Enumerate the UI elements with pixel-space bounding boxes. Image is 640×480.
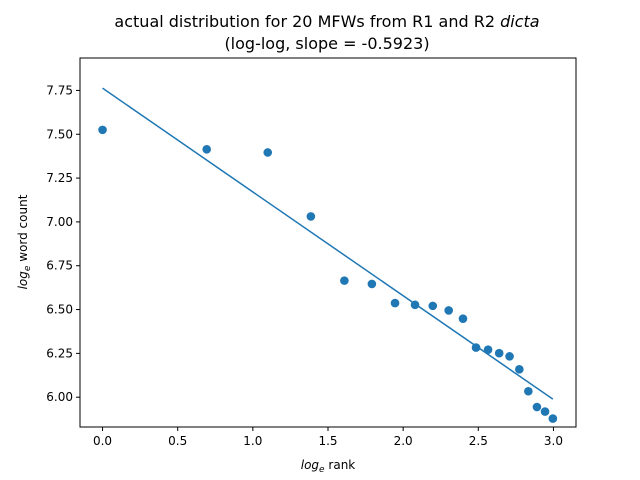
y-tick-label: 7.75 (46, 83, 73, 97)
data-point-17 (524, 386, 533, 396)
data-point-1 (98, 125, 107, 135)
data-point-9 (428, 301, 438, 311)
y-tick-label: 7.25 (46, 171, 73, 185)
plot-frame (79, 57, 577, 428)
chart-title-line1: actual distribution for 20 MFWs from R1 … (114, 12, 539, 31)
x-tick-label: 0.5 (168, 434, 187, 448)
y-axis-label-sub: e (23, 265, 33, 271)
data-point-16 (515, 365, 524, 374)
y-tick-label: 6.75 (46, 259, 73, 273)
y-axis-ticks: 6.00 6.25 6.50 6.75 7.00 7.25 7.50 7.75 (46, 83, 80, 404)
data-point-10 (444, 306, 453, 315)
chart-title-italic: dicta (500, 12, 539, 31)
y-axis-label-base: log (16, 271, 30, 290)
x-tick-label: 2.0 (394, 434, 413, 448)
x-tick-label: 3.0 (544, 434, 563, 448)
y-tick-label: 6.25 (46, 346, 73, 360)
data-point-6 (367, 279, 377, 289)
data-point-13 (483, 345, 493, 354)
x-axis-label-rest: rank (325, 458, 356, 472)
x-axis-label-base: log (301, 458, 320, 472)
data-point-5 (340, 276, 349, 285)
x-tick-label: 0.0 (93, 434, 112, 448)
data-point-18 (532, 402, 542, 412)
y-axis-label: loge word count (16, 194, 33, 289)
data-point-12 (471, 343, 481, 352)
y-tick-label: 6.50 (46, 303, 73, 317)
data-point-20 (548, 414, 558, 423)
chart-title-main: actual distribution for 20 MFWs from R1 … (114, 12, 500, 31)
data-point-2 (202, 145, 212, 154)
y-tick-label: 6.00 (46, 390, 73, 404)
y-axis-label-rest: word count (16, 194, 30, 265)
data-point-15 (505, 352, 514, 361)
x-tick-label: 1.5 (318, 434, 337, 448)
chart-marks (98, 87, 558, 423)
y-tick-label: 7.50 (46, 127, 73, 141)
data-point-14 (494, 348, 504, 358)
data-point-19 (540, 407, 550, 416)
chart-title-line2: (log-log, slope = -0.5923) (224, 34, 429, 53)
data-point-7 (390, 298, 400, 308)
x-tick-label: 1.0 (243, 434, 262, 448)
data-point-3 (263, 148, 273, 157)
x-axis-label: loge rank (301, 458, 356, 475)
y-tick-label: 7.00 (46, 215, 73, 229)
x-axis-label-sub: e (319, 465, 325, 475)
x-tick-label: 2.5 (469, 434, 488, 448)
data-point-8 (410, 300, 420, 310)
data-point-4 (306, 212, 316, 221)
x-axis-ticks: 0.0 0.5 1.0 1.5 2.0 2.5 3.0 (93, 427, 563, 448)
data-point-11 (458, 314, 468, 323)
